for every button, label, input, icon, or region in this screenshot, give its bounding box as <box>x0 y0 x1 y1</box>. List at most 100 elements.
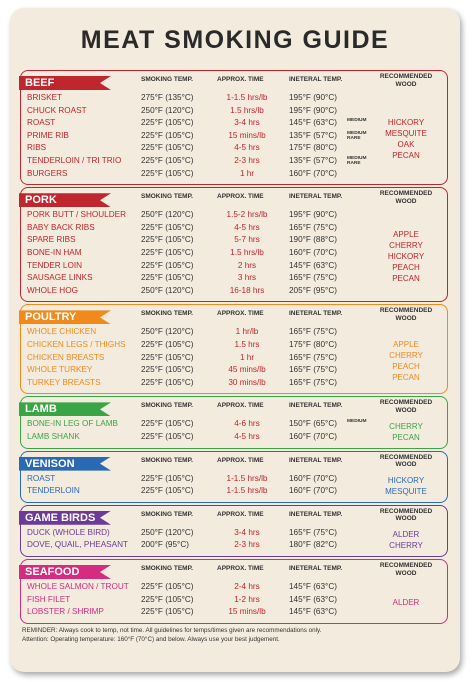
column-header: SMOKING TEMP. <box>141 402 193 410</box>
smoking-temp: 225°F (105°C) <box>141 273 194 283</box>
approx-time: 1-1.5 hrs/lb <box>226 486 268 496</box>
wood: MESQUITE <box>385 129 427 139</box>
section-label: BEEF <box>19 76 111 90</box>
smoking-temp: 225°F (105°C) <box>141 143 194 153</box>
column-header: INETERAL TEMP. <box>289 510 343 518</box>
approx-time: 1-2 hrs <box>234 594 260 604</box>
section-box: SEAFOOD SMOKING TEMP. APPROX. TIME INETERAL… <box>19 559 448 624</box>
approx-time: 1.5-2 hrs/lb <box>226 210 268 220</box>
item-name: BURGERS <box>27 168 68 178</box>
smoking-temp: 225°F (105°C) <box>141 431 194 441</box>
approx-time: 4-5 hrs <box>234 143 260 153</box>
approx-time: 1.5 hrs <box>234 339 260 349</box>
approx-time: 4-5 hrs <box>234 222 260 232</box>
item-name: TENDERLOIN / TRI TRIO <box>27 156 122 165</box>
wood: HICKORY <box>387 118 425 128</box>
approx-time: 3-4 hrs <box>234 118 260 128</box>
approx-time: 2-3 hrs <box>234 156 260 165</box>
item-name: DUCK (WHOLE BIRD) <box>27 527 110 537</box>
smoking-temp: 225°F (105°C) <box>141 247 194 257</box>
column-header: RECOMMENDED WOOD <box>379 507 433 523</box>
column-header: APPROX. TIME <box>217 402 264 410</box>
column-header: SMOKING TEMP. <box>141 510 193 518</box>
internal-temp: 160°F (70°C) <box>289 247 337 257</box>
smoking-temp: 275°F (135°C) <box>141 93 194 102</box>
footer-note: REMINDER: Always cook to temp, not time.… <box>22 626 322 634</box>
item-name: BONE-IN HAM <box>27 247 82 257</box>
internal-temp: 195°F (90°C) <box>289 210 337 220</box>
wood: OAK <box>397 140 415 150</box>
wood: APPLE <box>393 339 419 349</box>
title: MEAT SMOKING GUIDE <box>80 26 390 54</box>
item-name: WHOLE TURKEY <box>27 365 93 375</box>
smoking-temp: 225°F (105°C) <box>141 352 194 362</box>
approx-time: 1 hr <box>239 352 255 362</box>
smoking-temp: 225°F (105°C) <box>141 486 194 496</box>
smoking-temp: 225°F (105°C) <box>141 339 194 349</box>
doneness: MEDIUM RARE <box>347 130 367 141</box>
column-header: SMOKING TEMP. <box>141 310 193 318</box>
item-name: TURKEY BREASTS <box>27 377 101 387</box>
smoking-temp: 225°F (105°C) <box>141 419 194 429</box>
item-name: RIBS <box>27 143 47 153</box>
item-name: CHUCK ROAST <box>27 105 87 115</box>
item-name: TENDERLOIN <box>27 486 80 496</box>
column-header: RECOMMENDED WOOD <box>379 453 433 469</box>
smoking-temp: 250°F (120°C) <box>141 105 194 115</box>
item-name: SAUSAGE LINKS <box>27 273 93 283</box>
item-name: BRISKET <box>27 93 63 102</box>
wood: HICKORY <box>387 476 425 486</box>
wood: PEACH <box>392 361 420 371</box>
wood: ALDER <box>392 598 420 608</box>
approx-time: 4-5 hrs <box>234 431 260 441</box>
internal-temp: 195°F (90°C) <box>289 105 337 115</box>
section-label: SEAFOOD <box>19 565 111 579</box>
internal-temp: 165°F (75°C) <box>289 377 337 387</box>
smoking-temp: 225°F (105°C) <box>141 473 194 483</box>
approx-time: 3 hrs <box>237 273 257 283</box>
smoking-temp: 250°F (120°C) <box>141 327 194 337</box>
column-header: INETERAL TEMP. <box>289 565 343 572</box>
approx-time: 1.5 hrs/lb <box>230 105 264 115</box>
internal-temp: 135°F (57°C) <box>289 130 337 140</box>
approx-time: 1-1.5 hrs/lb <box>226 473 268 483</box>
column-header: RECOMMENDED WOOD <box>379 562 433 577</box>
internal-temp: 195°F (90°C) <box>289 93 337 102</box>
section-box: GAME BIRDS SMOKING TEMP. APPROX. TIME INETE… <box>19 504 448 557</box>
approx-time: 1-1.5 hrs/lb <box>226 93 268 102</box>
column-header: APPROX. TIME <box>217 565 264 572</box>
internal-temp: 150°F (65°C) <box>289 419 337 429</box>
smoking-temp: 225°F (105°C) <box>141 235 194 245</box>
column-header: INETERAL TEMP. <box>289 76 343 83</box>
item-name: DOVE, QUAIL, PHEASANT <box>27 540 129 550</box>
item-name: ROAST <box>27 473 56 483</box>
internal-temp: 175°F (80°C) <box>289 339 337 349</box>
section-box: POULTRY SMOKING TEMP. APPROX. TIME INETERAL… <box>19 304 448 395</box>
smoking-temp: 250°F (120°C) <box>141 285 194 295</box>
approx-time: 2-4 hrs <box>234 582 260 591</box>
section-label: PORK <box>19 193 111 208</box>
section-label: POULTRY <box>19 310 111 325</box>
wood: CHERRY <box>389 421 423 431</box>
wood: MESQUITE <box>385 487 427 497</box>
internal-temp: 135°F (57°C) <box>289 156 337 165</box>
doneness: MEDIUM <box>347 118 367 124</box>
column-header: RECOMMENDED WOOD <box>379 73 433 88</box>
wood: PECAN <box>392 372 420 382</box>
section-label: LAMB <box>19 402 111 417</box>
smoking-temp: 225°F (105°C) <box>141 607 194 617</box>
internal-temp: 145°F (63°C) <box>289 118 337 128</box>
footer-note: Attention: Operating temperature: 160°F … <box>22 635 280 643</box>
item-name: BONE-IN LEG OF LAMB <box>27 419 118 429</box>
column-header: RECOMMENDED WOOD <box>379 399 433 414</box>
section-label: GAME BIRDS <box>19 510 111 525</box>
wood: PEACH <box>392 262 420 272</box>
item-name: CHICKEN BREASTS <box>27 352 105 362</box>
approx-time: 1 hr <box>239 168 255 178</box>
wood: ALDER <box>392 530 420 540</box>
approx-time: 15 mins/lb <box>228 607 266 617</box>
approx-time: 1 hr/lb <box>235 327 259 337</box>
smoking-temp: 250°F (120°C) <box>141 527 194 537</box>
column-header: APPROX. TIME <box>217 193 264 201</box>
